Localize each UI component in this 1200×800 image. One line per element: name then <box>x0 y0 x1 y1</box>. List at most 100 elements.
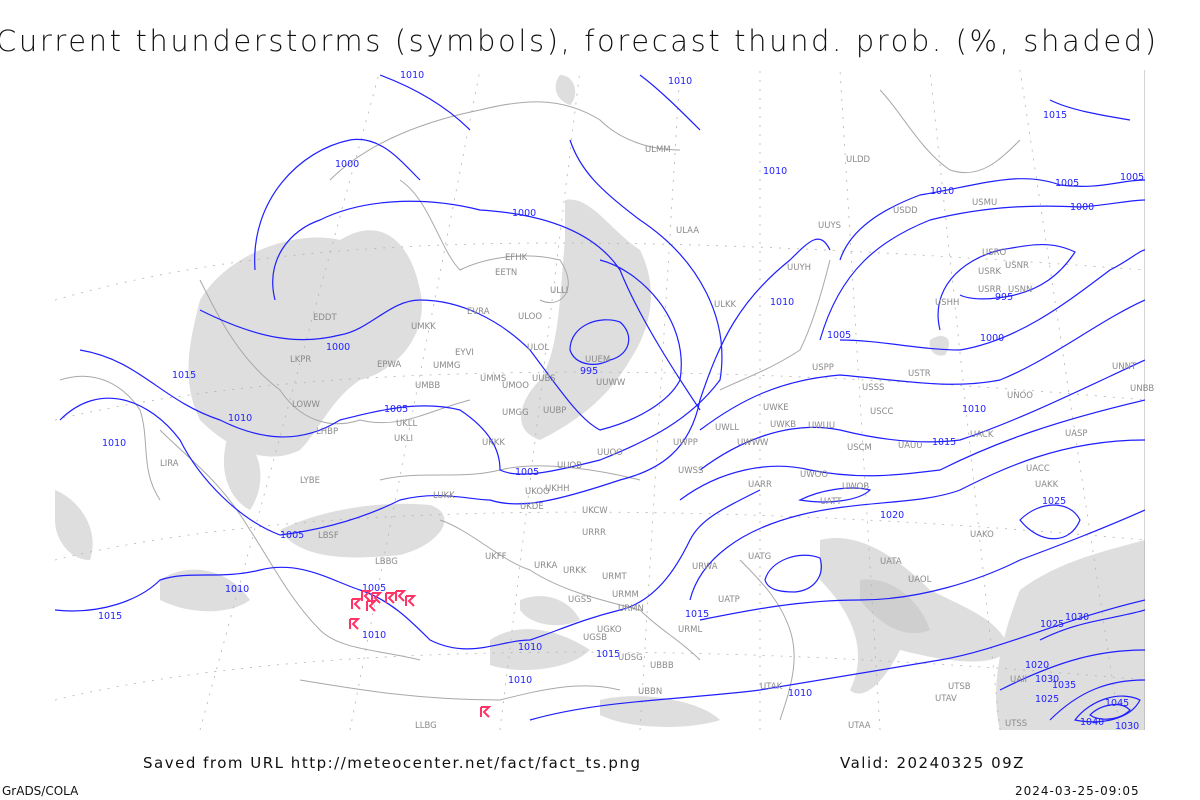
station-label: UACC <box>1026 464 1050 474</box>
thunderstorm-symbols <box>349 590 492 718</box>
station-label: URKK <box>563 566 587 576</box>
isobar-label: 1005 <box>362 583 386 594</box>
isobar-label: 1010 <box>770 297 794 308</box>
station-label: USRK <box>978 267 1002 277</box>
isobar-label: 1020 <box>880 510 904 521</box>
isobar-label: 1010 <box>102 438 126 449</box>
station-label: UMMG <box>433 361 460 371</box>
station-label: UKHH <box>545 484 570 494</box>
station-label: UAKK <box>1035 480 1059 490</box>
station-label: ULOL <box>527 343 549 353</box>
isobar-label: 1015 <box>172 370 196 381</box>
station-label: URML <box>678 625 702 635</box>
thunderstorm-icon <box>405 595 417 607</box>
isobar-label: 1000 <box>1070 202 1094 213</box>
thunderstorm-icon <box>480 706 492 718</box>
isobar-label: 1005 <box>827 330 851 341</box>
station-label: UWWW <box>737 438 769 448</box>
isobar-label: 1010 <box>788 688 812 699</box>
station-label: ULAA <box>676 226 699 236</box>
station-label: UGSB <box>583 633 607 643</box>
isobar-label: 1010 <box>508 675 532 686</box>
station-label: USHH <box>935 298 959 308</box>
thunderstorm-icon <box>385 592 397 604</box>
station-label: URRR <box>582 528 606 538</box>
station-label: UWOB <box>842 482 869 492</box>
station-label: USRR <box>978 285 1002 295</box>
station-label: UTAA <box>848 721 871 731</box>
thunderstorm-icon <box>366 600 378 612</box>
thunderstorm-icon <box>351 598 363 610</box>
station-label: EYVI <box>455 348 474 358</box>
station-label: UACK <box>970 430 994 440</box>
station-label: UGSS <box>568 595 592 605</box>
isobar-label: 1040 <box>1080 717 1104 728</box>
isobar-label: 1010 <box>962 404 986 415</box>
generation-timestamp: 2024-03-25-09:05 <box>1015 784 1140 798</box>
station-label: LYBE <box>300 476 320 486</box>
station-label: UUOB <box>557 461 582 471</box>
station-label: URWA <box>692 562 718 572</box>
isobar-label: 1005 <box>280 530 304 541</box>
station-label: USCC <box>870 407 894 417</box>
station-label: UATA <box>880 557 902 567</box>
isobar-label: 1010 <box>668 76 692 87</box>
station-label: UKOO <box>525 487 550 497</box>
station-label: UWUU <box>808 421 835 431</box>
station-label: USRO <box>982 248 1007 258</box>
station-label: UUEM <box>585 355 610 365</box>
isobar-label: 1010 <box>225 584 249 595</box>
station-label: UUBP <box>543 406 566 416</box>
station-label: EPWA <box>377 360 401 370</box>
station-label: UTAV <box>935 694 957 704</box>
station-label: LLBG <box>415 721 437 731</box>
software-credit: GrADS/COLA <box>2 784 79 798</box>
map-title: Current thunderstorms (symbols), forecas… <box>0 24 1159 58</box>
station-label: USCM <box>847 443 872 453</box>
station-label: UUYS <box>818 221 841 231</box>
station-label: UMMS <box>480 374 506 384</box>
station-label: UMBB <box>415 381 440 391</box>
isobar-label: 1020 <box>1025 660 1049 671</box>
station-label: USDD <box>893 206 918 216</box>
thunderstorm-icon <box>361 590 373 602</box>
station-label: UWPP <box>673 438 698 448</box>
isobars <box>55 74 1145 723</box>
station-label: UMGG <box>502 408 529 418</box>
station-label: UWLL <box>715 423 739 433</box>
station-label: UDSG <box>618 653 643 663</box>
isobar-label: 1010 <box>518 642 542 653</box>
station-label: UTSS <box>1005 719 1027 729</box>
station-label: UAUU <box>898 441 922 451</box>
valid-time-text: Valid: 20240325 09Z <box>840 754 1025 772</box>
isobar-label: 1030 <box>1065 612 1089 623</box>
isobar-label: 995 <box>580 366 598 377</box>
station-label: EETN <box>495 268 517 278</box>
station-label: LBSF <box>318 531 339 541</box>
station-label: UATG <box>748 552 771 562</box>
station-label: LOWW <box>292 400 321 410</box>
station-label: UWOO <box>800 470 828 480</box>
isobar-label: 1015 <box>932 437 956 448</box>
isobar-label: 1010 <box>400 70 424 81</box>
station-label: USTR <box>908 369 931 379</box>
station-label: UKCW <box>582 506 608 516</box>
probability-shading <box>55 75 1145 730</box>
isobar-label: 1010 <box>362 630 386 641</box>
station-label: UUYH <box>787 263 811 273</box>
isobar-label: 1000 <box>512 208 536 219</box>
station-label: URMM <box>612 590 639 600</box>
station-label: USPP <box>812 363 834 373</box>
station-label: USNN <box>1008 285 1032 295</box>
station-label: LBBG <box>375 557 398 567</box>
station-label: UASP <box>1065 429 1088 439</box>
isobar-label: 1010 <box>228 413 252 424</box>
station-label: UKLL <box>396 419 418 429</box>
isobar-label: 1005 <box>384 404 408 415</box>
isobar-label: 1000 <box>326 342 350 353</box>
station-label: UKKK <box>482 438 505 448</box>
station-label: ULDD <box>846 155 871 165</box>
station-label: UUOO <box>597 448 623 458</box>
station-label: UBBB <box>650 661 674 671</box>
station-label: ULKK <box>714 300 737 310</box>
